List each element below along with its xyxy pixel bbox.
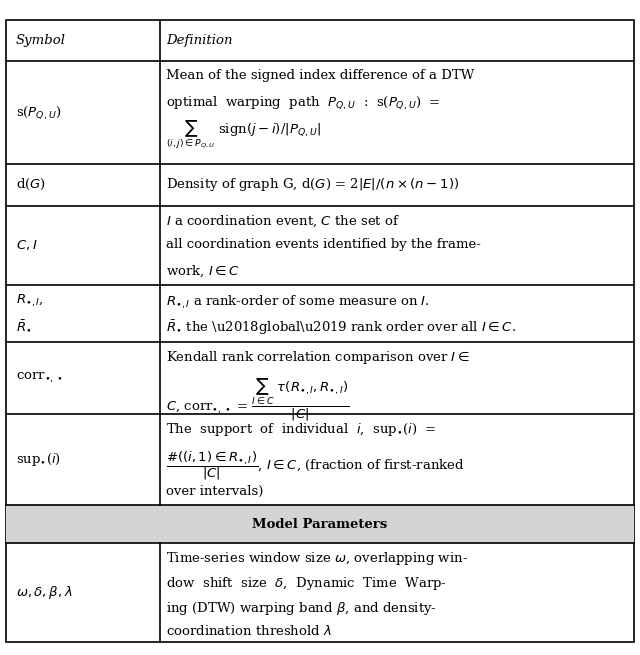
Text: Kendall rank correlation comparison over $I \in$: Kendall rank correlation comparison over… <box>166 348 470 365</box>
Text: corr$_{\bullet,\bullet}$: corr$_{\bullet,\bullet}$ <box>16 371 63 385</box>
Text: Definition: Definition <box>166 34 233 47</box>
Text: all coordination events identified by the frame-: all coordination events identified by th… <box>166 238 481 252</box>
Text: Density of graph G, d($G$) = 2$|E|/({n} \times (n-1))$: Density of graph G, d($G$) = 2$|E|/({n} … <box>166 176 460 193</box>
Text: d($G$): d($G$) <box>16 177 46 193</box>
Text: $\dfrac{\#((i,1)\in R_{\bullet,I})}{|C|}$, $I \in C$, (fraction of first-ranked: $\dfrac{\#((i,1)\in R_{\bullet,I})}{|C|}… <box>166 449 465 482</box>
Text: $\bar{R}_{\bullet}$ the \u2018global\u2019 rank order over all $I \in C$.: $\bar{R}_{\bullet}$ the \u2018global\u20… <box>166 318 516 337</box>
Text: over intervals): over intervals) <box>166 485 264 498</box>
Text: sup$_{\bullet}$($i$): sup$_{\bullet}$($i$) <box>16 451 61 468</box>
Text: Time-series window size $\omega$, overlapping win-: Time-series window size $\omega$, overla… <box>166 550 468 567</box>
Text: $\bar{R}_{\bullet}$: $\bar{R}_{\bullet}$ <box>16 318 31 333</box>
Text: dow  shift  size  $\delta$,  Dynamic  Time  Warp-: dow shift size $\delta$, Dynamic Time Wa… <box>166 574 447 591</box>
Text: Symbol: Symbol <box>16 34 66 47</box>
Text: The  support  of  individual  $i$,  sup$_{\bullet}$($i$)  =: The support of individual $i$, sup$_{\bu… <box>166 421 437 438</box>
Text: $I$ a coordination event, $C$ the set of: $I$ a coordination event, $C$ the set of <box>166 214 401 229</box>
Text: Mean of the signed index difference of a DTW: Mean of the signed index difference of a… <box>166 69 475 83</box>
Text: $C, I$: $C, I$ <box>16 238 38 252</box>
Text: $C$, corr$_{\bullet,\bullet}$ = $\dfrac{\sum_{I\in C}\ \tau(R_{\bullet,I},R_{\bu: $C$, corr$_{\bullet,\bullet}$ = $\dfrac{… <box>166 377 350 424</box>
Bar <box>6 505 634 543</box>
Text: Model Parameters: Model Parameters <box>252 518 388 531</box>
Text: coordination threshold $\lambda$: coordination threshold $\lambda$ <box>166 624 332 639</box>
Text: $\omega, \delta, \beta, \lambda$: $\omega, \delta, \beta, \lambda$ <box>16 584 72 601</box>
Text: ing (DTW) warping band $\beta$, and density-: ing (DTW) warping band $\beta$, and dens… <box>166 599 437 616</box>
Text: optimal  warping  path  $P_{Q,U}$  :  s($P_{Q,U}$)  =: optimal warping path $P_{Q,U}$ : s($P_{Q… <box>166 94 441 111</box>
Text: $R_{\bullet,I}$ a rank-order of some measure on $I$.: $R_{\bullet,I}$ a rank-order of some mea… <box>166 293 430 310</box>
Text: s($P_{Q,U}$): s($P_{Q,U}$) <box>16 104 61 121</box>
Text: work, $I \in C$: work, $I \in C$ <box>166 263 241 278</box>
Text: $R_{\bullet,I}$,: $R_{\bullet,I}$, <box>16 293 44 309</box>
Text: $\sum_{(i,j)\in P_{Q,U}}$ sign$(j - i)$/$|P_{Q,U}|$: $\sum_{(i,j)\in P_{Q,U}}$ sign$(j - i)$/… <box>166 119 321 151</box>
